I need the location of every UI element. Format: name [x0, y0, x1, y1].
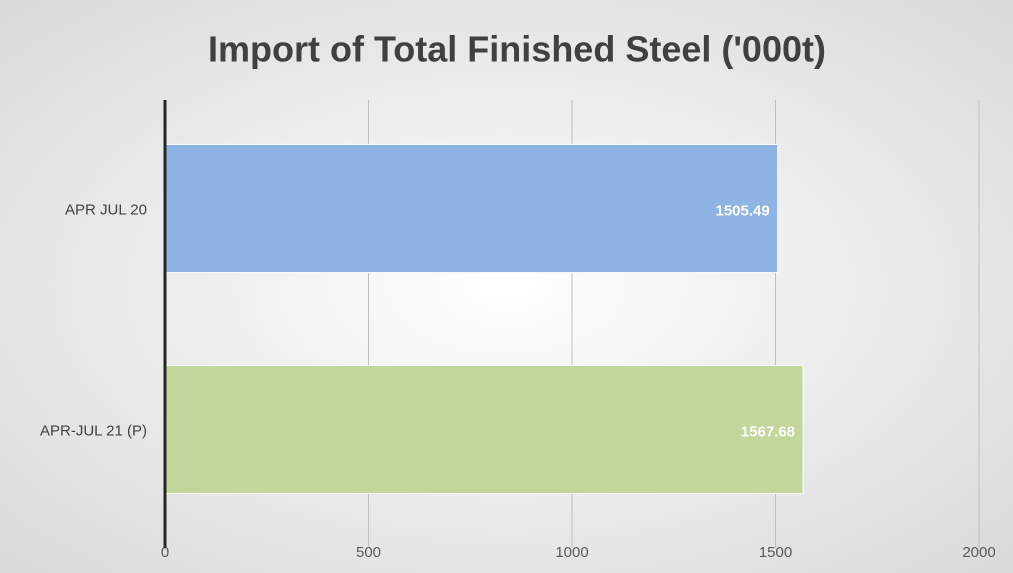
- x-tick-label: 1000: [555, 544, 588, 561]
- y-tick-label: APR-JUL 21 (P): [40, 422, 147, 439]
- value-label: 1505.49: [716, 202, 770, 219]
- x-tick-label: 500: [356, 544, 381, 561]
- x-tick-label: 1500: [759, 544, 792, 561]
- bar: [164, 364, 804, 495]
- x-tick-label: 2000: [962, 544, 995, 561]
- value-label: 1567.68: [741, 423, 795, 440]
- y-tick-label: APR JUL 20: [65, 201, 147, 218]
- bar: [164, 143, 779, 274]
- x-tick-label: 0: [161, 544, 169, 561]
- chart-title: Import of Total Finished Steel ('000t): [208, 29, 826, 70]
